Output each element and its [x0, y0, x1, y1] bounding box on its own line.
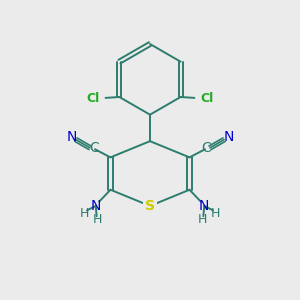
Text: Cl: Cl [86, 92, 100, 105]
Text: N: N [66, 130, 76, 144]
Text: Cl: Cl [200, 92, 214, 105]
Text: N: N [224, 130, 234, 144]
Text: N: N [91, 199, 101, 213]
Text: C: C [89, 141, 99, 155]
Text: H: H [92, 213, 102, 226]
Text: H: H [80, 207, 89, 220]
Text: N: N [199, 199, 209, 213]
Text: C: C [201, 141, 211, 155]
Text: H: H [211, 207, 220, 220]
Text: S: S [145, 199, 155, 213]
Text: H: H [198, 213, 208, 226]
